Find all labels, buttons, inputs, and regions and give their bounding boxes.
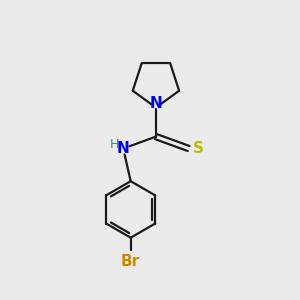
Text: H: H	[110, 138, 120, 151]
Text: N: N	[150, 96, 162, 111]
Text: N: N	[117, 141, 130, 156]
Text: S: S	[193, 141, 204, 156]
Text: Br: Br	[121, 254, 140, 269]
